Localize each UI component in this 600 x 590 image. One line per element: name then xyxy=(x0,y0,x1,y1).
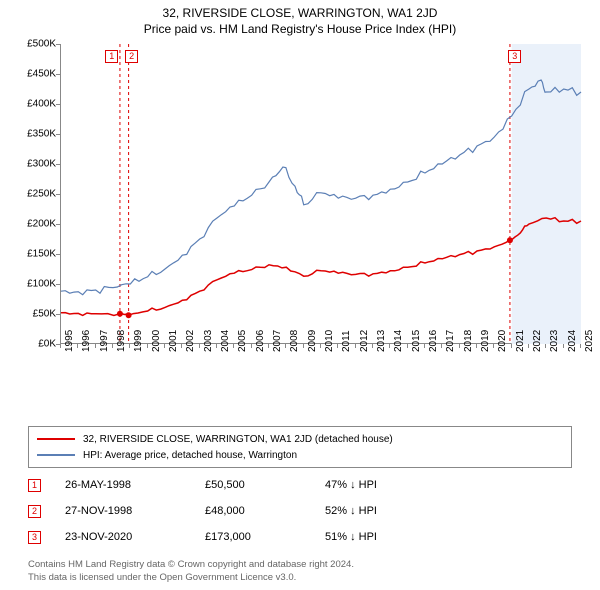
x-tick-label: 2015 xyxy=(411,330,422,352)
y-tick-label: £200K xyxy=(27,219,56,230)
event-pct: 51% ↓ HPI xyxy=(325,531,377,543)
y-tick-label: £300K xyxy=(27,159,56,170)
x-tick-label: 2001 xyxy=(168,330,179,352)
legend-label: HPI: Average price, detached house, Warr… xyxy=(83,450,297,461)
footer-line: This data is licensed under the Open Gov… xyxy=(28,572,354,584)
marker-label: 1 xyxy=(105,50,118,63)
y-tick-label: £50K xyxy=(33,309,56,320)
x-tick-label: 2013 xyxy=(376,330,387,352)
x-tick-label: 1998 xyxy=(116,330,127,352)
footer: Contains HM Land Registry data © Crown c… xyxy=(28,559,354,584)
y-tick-label: £150K xyxy=(27,249,56,260)
marker-label: 2 xyxy=(125,50,138,63)
event-price: £50,500 xyxy=(205,479,325,491)
event-num: 3 xyxy=(28,531,41,544)
marker-label: 3 xyxy=(508,50,521,63)
events-table: 1 26-MAY-1998£50,50047% ↓ HPI 2 27-NOV-1998… xyxy=(28,472,377,550)
event-date: 26-MAY-1998 xyxy=(65,479,205,491)
x-tick-label: 1996 xyxy=(81,330,92,352)
x-tick-label: 2020 xyxy=(497,330,508,352)
event-row: 3 23-NOV-2020£173,00051% ↓ HPI xyxy=(28,524,377,550)
x-tick-label: 2016 xyxy=(428,330,439,352)
x-tick-label: 2002 xyxy=(185,330,196,352)
legend: 32, RIVERSIDE CLOSE, WARRINGTON, WA1 2JD… xyxy=(28,426,572,468)
x-tick-label: 2023 xyxy=(549,330,560,352)
y-tick-label: £0K xyxy=(38,339,56,350)
event-num: 2 xyxy=(28,505,41,518)
event-date: 27-NOV-1998 xyxy=(65,505,205,517)
x-tick-label: 1995 xyxy=(64,330,75,352)
y-tick-label: £400K xyxy=(27,99,56,110)
y-tick-label: £100K xyxy=(27,279,56,290)
x-tick-label: 2012 xyxy=(359,330,370,352)
legend-label: 32, RIVERSIDE CLOSE, WARRINGTON, WA1 2JD… xyxy=(83,434,393,445)
y-tick-label: £450K xyxy=(27,69,56,80)
x-tick-label: 2011 xyxy=(341,330,352,352)
x-tick-label: 2005 xyxy=(237,330,248,352)
y-tick-label: £350K xyxy=(27,129,56,140)
x-tick-label: 2018 xyxy=(463,330,474,352)
x-tick-label: 2006 xyxy=(255,330,266,352)
x-tick-label: 2019 xyxy=(480,330,491,352)
x-tick-label: 2007 xyxy=(272,330,283,352)
x-tick-label: 2025 xyxy=(584,330,595,352)
y-tick-label: £250K xyxy=(27,189,56,200)
legend-row: 32, RIVERSIDE CLOSE, WARRINGTON, WA1 2JD… xyxy=(37,431,563,447)
x-tick-label: 2000 xyxy=(151,330,162,352)
chart: £0K £50K £100K £150K £200K £250K £300K £350K £40… xyxy=(12,44,588,384)
plot-area: 12 3 xyxy=(60,44,580,344)
x-tick-label: 2003 xyxy=(203,330,214,352)
x-tick-label: 2014 xyxy=(393,330,404,352)
event-num: 1 xyxy=(28,479,41,492)
event-pct: 52% ↓ HPI xyxy=(325,505,377,517)
x-tick-label: 1997 xyxy=(99,330,110,352)
legend-swatch xyxy=(37,454,75,456)
event-row: 2 27-NOV-1998£48,00052% ↓ HPI xyxy=(28,498,377,524)
x-tick-label: 2017 xyxy=(445,330,456,352)
page-title: 32, RIVERSIDE CLOSE, WARRINGTON, WA1 2JD xyxy=(0,0,600,20)
x-tick-label: 2008 xyxy=(289,330,300,352)
legend-swatch xyxy=(37,438,75,440)
event-date: 23-NOV-2020 xyxy=(65,531,205,543)
x-tick-label: 2024 xyxy=(567,330,578,352)
x-tick-label: 2022 xyxy=(532,330,543,352)
event-row: 1 26-MAY-1998£50,50047% ↓ HPI xyxy=(28,472,377,498)
y-tick-label: £500K xyxy=(27,39,56,50)
x-tick-label: 2004 xyxy=(220,330,231,352)
legend-row: HPI: Average price, detached house, Warr… xyxy=(37,447,563,463)
x-tick-label: 2021 xyxy=(515,330,526,352)
event-price: £48,000 xyxy=(205,505,325,517)
page-subtitle: Price paid vs. HM Land Registry's House … xyxy=(0,20,600,36)
event-pct: 47% ↓ HPI xyxy=(325,479,377,491)
x-tick-label: 1999 xyxy=(133,330,144,352)
x-tick-label: 2009 xyxy=(307,330,318,352)
footer-line: Contains HM Land Registry data © Crown c… xyxy=(28,559,354,571)
x-tick-label: 2010 xyxy=(324,330,335,352)
event-price: £173,000 xyxy=(205,531,325,543)
